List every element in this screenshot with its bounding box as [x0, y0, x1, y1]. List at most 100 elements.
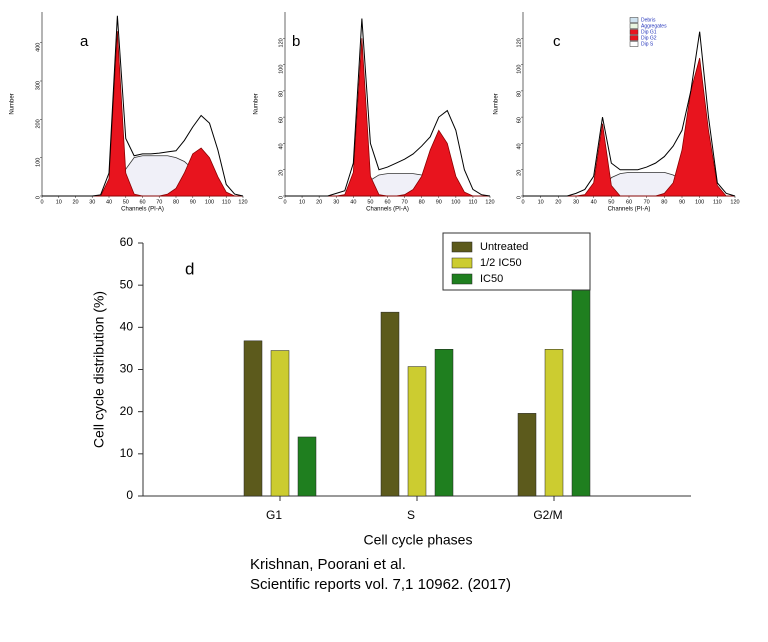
- x-axis-label: Channels (PI-A): [121, 207, 164, 213]
- x-tick-label: 60: [384, 199, 390, 205]
- y-tick-label: 100: [278, 65, 284, 74]
- y-tick-label: 100: [516, 65, 522, 74]
- y-tick-label: 20: [278, 170, 284, 176]
- x-tick-label: 70: [402, 199, 408, 205]
- x-tick-label: 20: [316, 199, 322, 205]
- legend-label: Aggregates: [641, 23, 667, 29]
- legend-label: Dip G1: [641, 29, 657, 35]
- bar: [243, 340, 263, 497]
- y-axis-label: Cell cycle distribution (%): [91, 291, 107, 448]
- x-tick-label: 70: [156, 199, 162, 205]
- x-tick-label: 30: [333, 199, 339, 205]
- x-tick-label: 50: [123, 199, 129, 205]
- y-tick-label: 80: [516, 91, 522, 97]
- y-tick-label: 120: [278, 38, 284, 47]
- x-tick-label: 110: [713, 199, 722, 205]
- y-axis-label: Number: [494, 93, 500, 114]
- x-axis-label: Cell cycle phases: [364, 532, 473, 548]
- panel-label: a: [80, 33, 89, 50]
- x-tick-label: 0: [283, 199, 286, 205]
- legend-swatch: [451, 257, 473, 269]
- panel-label: b: [292, 33, 300, 50]
- y-tick-label: 60: [120, 235, 134, 249]
- y-tick-label: 80: [278, 91, 284, 97]
- x-tick-label: 80: [419, 199, 425, 205]
- legend-swatch: [451, 273, 473, 285]
- y-tick-label: 300: [35, 81, 41, 90]
- x-tick-label: 0: [521, 199, 524, 205]
- y-tick-label: 20: [516, 170, 522, 176]
- legend-swatch: [629, 23, 639, 29]
- y-axis-label: Number: [10, 93, 16, 114]
- legend-label: Untreated: [480, 241, 528, 253]
- y-tick-label: 60: [516, 117, 522, 123]
- legend-swatch: [629, 35, 639, 41]
- bar: [270, 350, 290, 497]
- legend-label: IC50: [480, 273, 503, 285]
- y-tick-label: 120: [516, 38, 522, 47]
- histogram-line: [42, 15, 244, 197]
- x-tick-label: 60: [139, 199, 145, 205]
- legend-label: 1/2 IC50: [480, 257, 522, 269]
- x-tick-label: 50: [367, 199, 373, 205]
- bar: [297, 436, 317, 497]
- y-tick-label: 0: [35, 196, 41, 199]
- y-tick-label: 0: [516, 196, 522, 199]
- x-tick-label: 80: [173, 199, 179, 205]
- x-tick-label: 90: [679, 199, 685, 205]
- y-axis-label: Number: [254, 93, 260, 114]
- x-tick-label: 110: [222, 199, 231, 205]
- y-tick-label: 10: [120, 446, 134, 460]
- y-tick-label: 50: [120, 277, 134, 291]
- x-tick-label: 20: [72, 199, 78, 205]
- legend-swatch: [629, 29, 639, 35]
- legend-label: Dip G2: [641, 35, 657, 41]
- x-axis-label: Channels (PI-A): [366, 207, 409, 213]
- panel-label: d: [185, 259, 194, 278]
- y-tick-label: 40: [516, 143, 522, 149]
- y-tick-label: 20: [120, 404, 134, 418]
- x-tick-label: 40: [106, 199, 112, 205]
- x-tick-label: G2/M: [533, 508, 562, 522]
- x-tick-label: 10: [538, 199, 544, 205]
- x-tick-label: 100: [695, 199, 704, 205]
- x-tick-label: S: [407, 508, 415, 522]
- x-tick-label: 20: [555, 199, 561, 205]
- x-tick-label: 0: [40, 199, 43, 205]
- legend-label: Dip S: [641, 41, 654, 47]
- x-tick-label: 100: [205, 199, 214, 205]
- histogram-line: [285, 18, 491, 197]
- x-tick-label: 110: [469, 199, 478, 205]
- bar: [434, 349, 454, 497]
- x-axis-label: Channels (PI-A): [608, 207, 651, 213]
- x-tick-label: 10: [56, 199, 62, 205]
- y-tick-label: 40: [278, 143, 284, 149]
- x-tick-label: 60: [626, 199, 632, 205]
- legend-swatch: [451, 241, 473, 253]
- x-tick-label: 120: [485, 199, 494, 205]
- x-tick-label: 40: [591, 199, 597, 205]
- y-tick-label: 30: [120, 362, 134, 376]
- legend-swatch: [629, 17, 639, 23]
- x-tick-label: 120: [238, 199, 247, 205]
- bar: [407, 366, 427, 497]
- y-tick-label: 100: [35, 158, 41, 167]
- y-tick-label: 0: [278, 196, 284, 199]
- legend-swatch: [629, 41, 639, 47]
- bar: [544, 349, 564, 497]
- y-tick-label: 40: [120, 320, 134, 334]
- x-tick-label: 120: [730, 199, 739, 205]
- citation-line: Krishnan, Poorani et al.: [250, 556, 406, 573]
- y-tick-label: 400: [35, 43, 41, 52]
- x-tick-label: 10: [299, 199, 305, 205]
- histogram-line: [523, 31, 736, 197]
- bar: [380, 311, 400, 497]
- x-tick-label: 90: [190, 199, 196, 205]
- bar: [571, 280, 591, 497]
- x-tick-label: G1: [266, 508, 282, 522]
- x-tick-label: 30: [573, 199, 579, 205]
- x-tick-label: 70: [644, 199, 650, 205]
- x-tick-label: 50: [608, 199, 614, 205]
- x-tick-label: 40: [350, 199, 356, 205]
